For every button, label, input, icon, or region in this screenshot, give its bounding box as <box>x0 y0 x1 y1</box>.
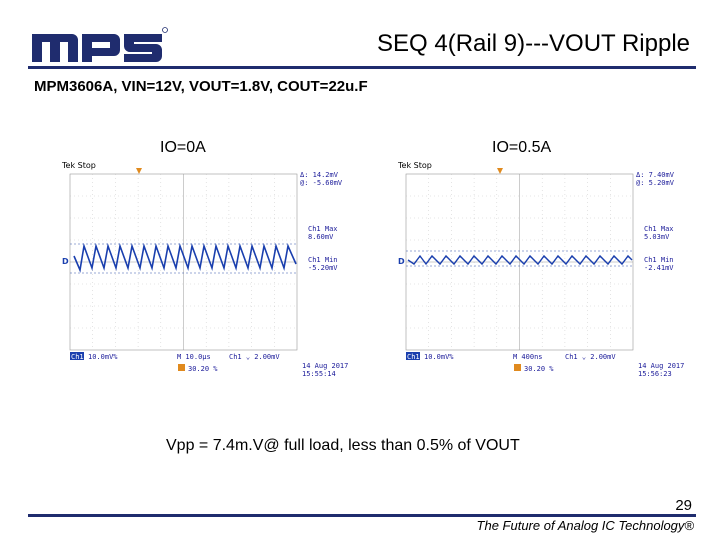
svg-text:Δ: 14.2mV: Δ: 14.2mV <box>300 171 339 179</box>
ripple-waveform-2 <box>407 254 633 266</box>
scope-1-load-label: IO=0A <box>160 139 206 156</box>
svg-text:@: -5.60mV: @: -5.60mV <box>300 179 343 187</box>
svg-text:Ch1: Ch1 <box>71 353 84 361</box>
tek-status: Tek Stop <box>62 161 96 170</box>
scope-screenshot-1: Tek Stop D Δ: 14.2mV @: -5.60mV Ch1 Max … <box>62 161 348 378</box>
page-title: SEQ 4(Rail 9)---VOUT Ripple <box>377 30 690 57</box>
svg-text:5.03mV: 5.03mV <box>644 233 670 241</box>
scope-screenshot-2: Tek Stop D Δ: 7.40mV @: 5.20mV Ch1 Max 5… <box>398 161 684 378</box>
channel-1-marker: D <box>62 257 69 266</box>
svg-text:30.20 %: 30.20 % <box>188 365 218 373</box>
test-conditions: MPM3606A, VIN=12V, VOUT=1.8V, COUT=22u.F <box>34 78 368 95</box>
svg-text:Ch1 Max: Ch1 Max <box>308 225 338 233</box>
footer-tagline: The Future of Analog IC Technology® <box>476 518 694 533</box>
trigger-marker-icon <box>136 168 142 174</box>
svg-text:10.0mV%: 10.0mV% <box>88 353 118 361</box>
svg-text:8.60mV: 8.60mV <box>308 233 334 241</box>
svg-text:Ch1 Max: Ch1 Max <box>644 225 674 233</box>
channel-1-marker: D <box>398 257 405 266</box>
svg-text:Ch1 ⌄ 2.00mV: Ch1 ⌄ 2.00mV <box>565 353 616 361</box>
svg-text:Δ: 7.40mV: Δ: 7.40mV <box>636 171 675 179</box>
svg-text:@: 5.20mV: @: 5.20mV <box>636 179 675 187</box>
ripple-waveform-1 <box>73 242 297 273</box>
page-number: 29 <box>675 497 692 514</box>
svg-text:-5.20mV: -5.20mV <box>308 264 338 272</box>
trigger-marker-icon <box>497 168 503 174</box>
svg-text:15:55:14: 15:55:14 <box>302 370 336 378</box>
svg-text:30.20 %: 30.20 % <box>524 365 554 373</box>
svg-text:M 400ns: M 400ns <box>513 353 543 361</box>
svg-text:-2.41mV: -2.41mV <box>644 264 674 272</box>
mps-logo <box>32 27 168 62</box>
svg-text:M 10.0µs: M 10.0µs <box>177 353 211 361</box>
header-divider <box>28 66 696 69</box>
scope-2-load-label: IO=0.5A <box>492 139 552 156</box>
svg-text:14 Aug 2017: 14 Aug 2017 <box>638 362 684 370</box>
tek-status: Tek Stop <box>398 161 432 170</box>
ripple-summary: Vpp = 7.4m.V@ full load, less than 0.5% … <box>166 437 520 454</box>
svg-text:Ch1 ⌄ 2.00mV: Ch1 ⌄ 2.00mV <box>229 353 280 361</box>
svg-text:Ch1 Min: Ch1 Min <box>308 256 338 264</box>
svg-text:15:56:23: 15:56:23 <box>638 370 672 378</box>
svg-text:Ch1 Min: Ch1 Min <box>644 256 674 264</box>
svg-text:10.0mV%: 10.0mV% <box>424 353 454 361</box>
svg-text:Ch1: Ch1 <box>407 353 420 361</box>
footer-divider <box>28 514 696 517</box>
svg-text:14 Aug 2017: 14 Aug 2017 <box>302 362 348 370</box>
